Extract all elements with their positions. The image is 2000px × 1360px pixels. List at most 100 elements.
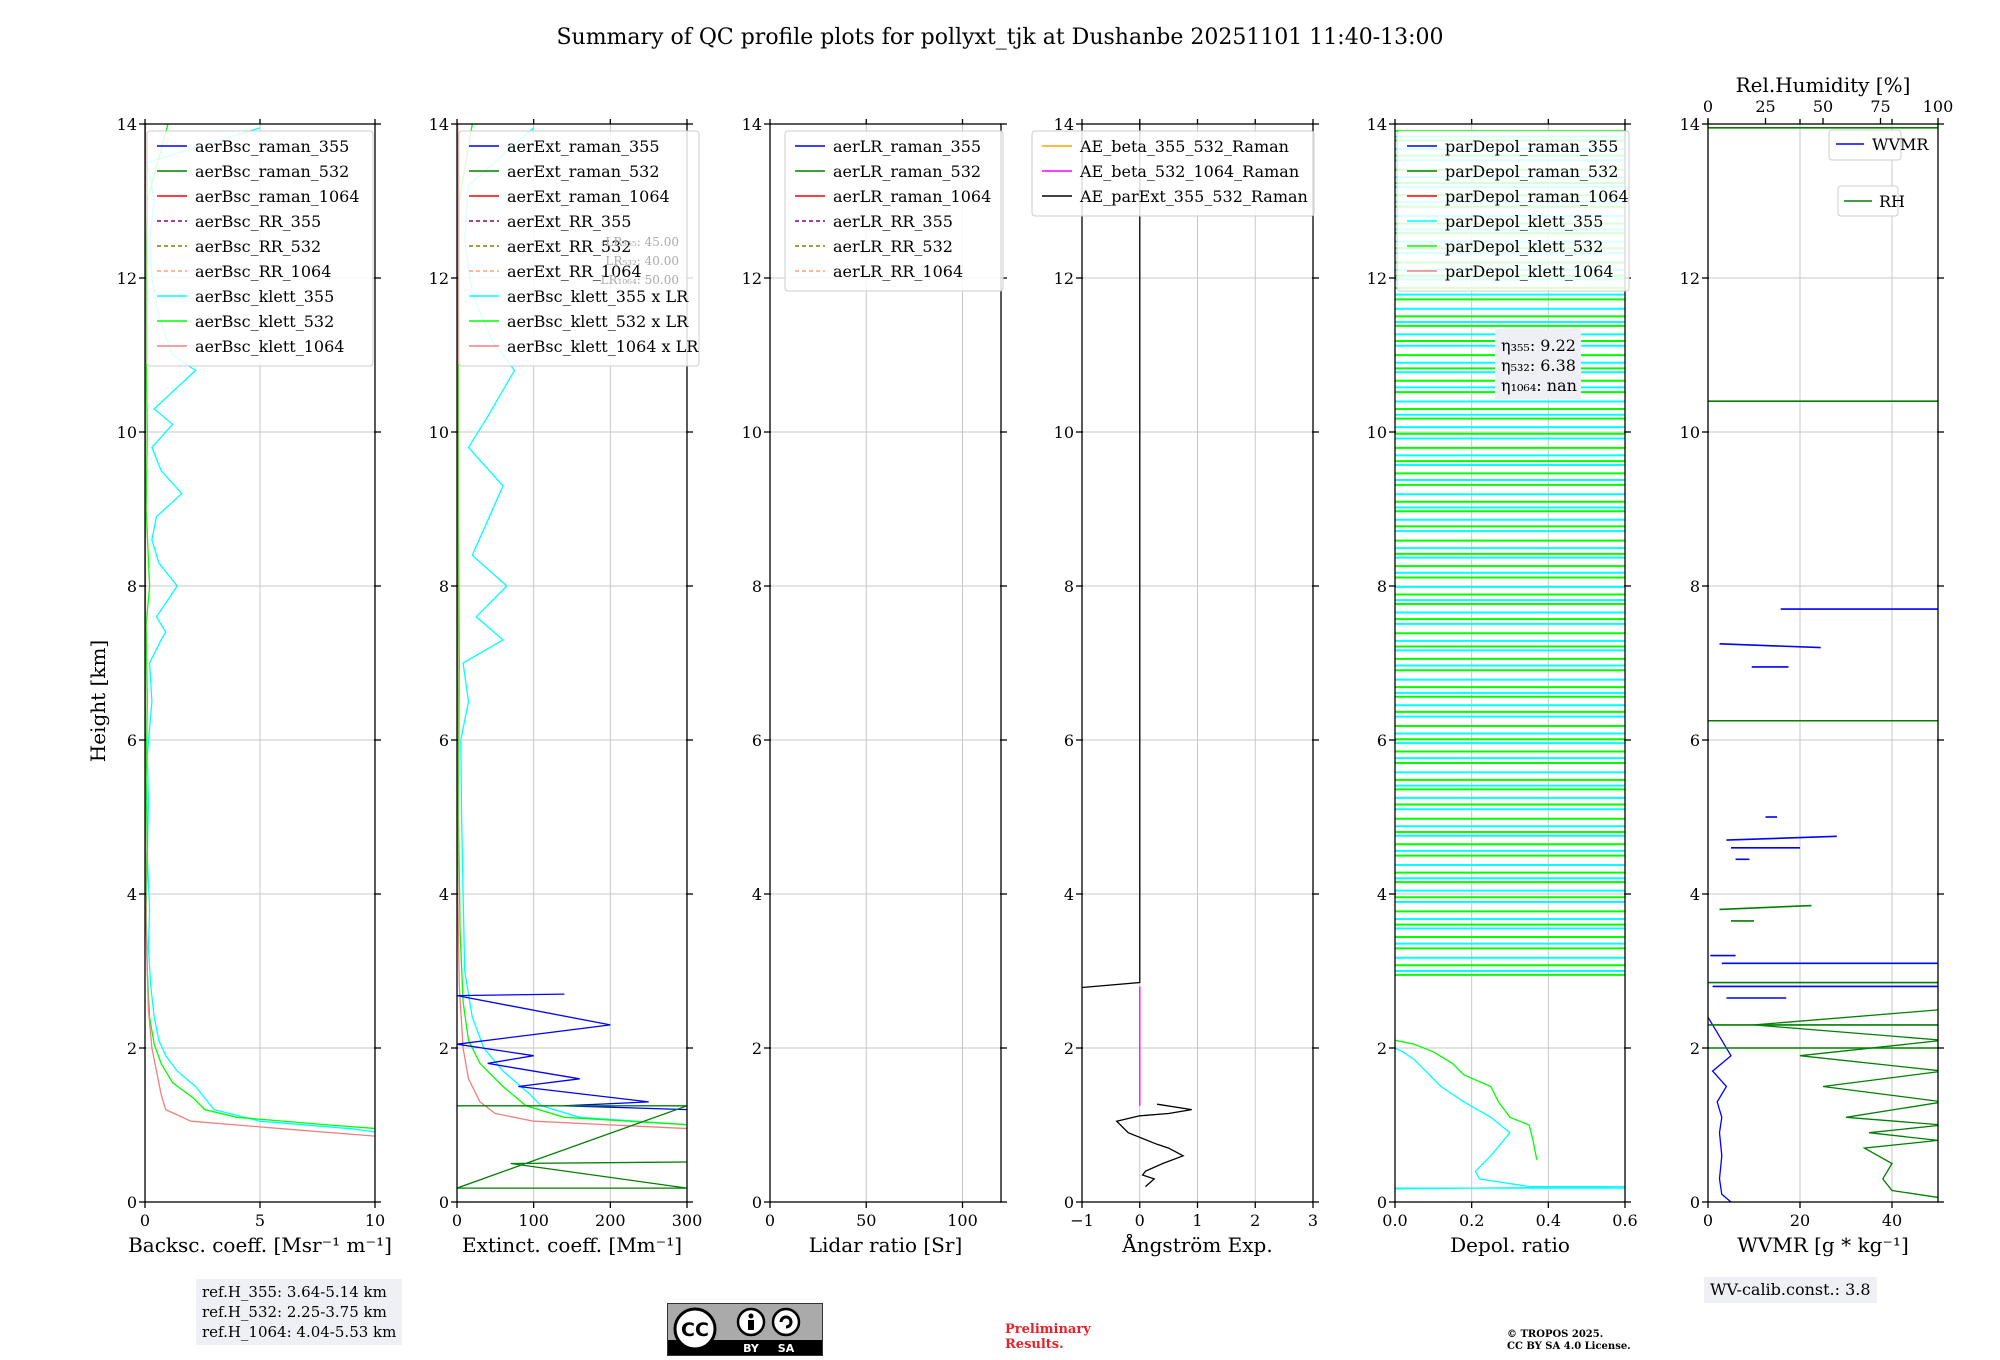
eta-label: η₅₃₂: 6.38 bbox=[1501, 356, 1576, 375]
copyright-note: © TROPOS 2025. CC BY SA 4.0 License. bbox=[1507, 1329, 1631, 1353]
legend-label: AE_beta_532_1064_Raman bbox=[1079, 162, 1299, 181]
legend-label: aerExt_RR_532 bbox=[507, 237, 631, 256]
legend-label: aerBsc_raman_355 bbox=[195, 137, 349, 156]
y-tick-label: 14 bbox=[742, 115, 762, 134]
y-tick-label: 14 bbox=[117, 115, 137, 134]
legend-label: AE_parExt_355_532_Raman bbox=[1079, 187, 1308, 206]
legend-label: aerLR_RR_355 bbox=[833, 212, 953, 231]
series-aerbsc-klett-532 bbox=[145, 124, 375, 1130]
series-ae-parext-355-532-raman-lower- bbox=[1115, 1103, 1192, 1188]
series-aerbsc-klett-1064-x-lr bbox=[457, 124, 687, 1130]
preliminary-line-2: Results. bbox=[1005, 1337, 1064, 1352]
sa-share-icon bbox=[771, 1307, 801, 1337]
y-tick-label: 0 bbox=[1377, 1193, 1387, 1212]
top-axis-label: Rel.Humidity [%] bbox=[1736, 73, 1911, 97]
x-tick-label: 1 bbox=[1192, 1211, 1202, 1230]
y-tick-label: 6 bbox=[439, 731, 449, 750]
x-tick-label: 200 bbox=[595, 1211, 626, 1230]
x-tick-label: 20 bbox=[1790, 1211, 1810, 1230]
y-tick-label: 2 bbox=[1064, 1039, 1074, 1058]
legend-box bbox=[458, 130, 700, 367]
rh-segment bbox=[1719, 904, 1812, 911]
legend-label: aerExt_raman_355 bbox=[507, 137, 660, 156]
eta-label: η₁₀₆₄: nan bbox=[1501, 376, 1577, 395]
y-tick-label: 0 bbox=[439, 1193, 449, 1212]
x-tick-label: 5 bbox=[255, 1211, 265, 1230]
legend-label: RH bbox=[1879, 192, 1905, 211]
y-tick-label: 0 bbox=[127, 1193, 137, 1212]
ref-height-355: ref.H_355: 3.64-5.14 km bbox=[202, 1283, 387, 1301]
y-tick-label: 10 bbox=[1367, 423, 1387, 442]
legend-box bbox=[784, 130, 1004, 292]
legend-label: aerBsc_klett_532 bbox=[195, 312, 334, 331]
y-tick-label: 2 bbox=[1377, 1039, 1387, 1058]
legend-label: aerExt_raman_1064 bbox=[507, 187, 670, 206]
y-tick-label: 4 bbox=[752, 885, 762, 904]
x-tick-label: −1 bbox=[1070, 1211, 1094, 1230]
y-axis-label: Height [km] bbox=[86, 640, 110, 762]
y-tick-label: 12 bbox=[1680, 269, 1700, 288]
axes-frame bbox=[769, 123, 1002, 1203]
legend-box bbox=[146, 130, 374, 367]
y-tick-label: 10 bbox=[117, 423, 137, 442]
axes-frame bbox=[456, 123, 688, 1203]
x-tick-label: 10 bbox=[365, 1211, 385, 1230]
y-tick-label: 4 bbox=[127, 885, 137, 904]
data-wv bbox=[1708, 127, 1938, 1202]
preliminary-line-1: Preliminary bbox=[1005, 1322, 1091, 1337]
series-pardepol-klett-532 bbox=[1395, 1039, 1538, 1160]
legend-label: aerBsc_RR_532 bbox=[195, 237, 321, 256]
wv-calibration-constant: WV-calib.const.: 3.8 bbox=[1710, 1280, 1871, 1299]
legend-label: aerBsc_raman_1064 bbox=[195, 187, 360, 206]
x-tick-label: 2 bbox=[1250, 1211, 1260, 1230]
x-axis-label: WVMR [g * kg⁻¹] bbox=[1737, 1233, 1909, 1257]
copyright-line-1: © TROPOS 2025. bbox=[1507, 1329, 1604, 1340]
legend-label: aerExt_RR_355 bbox=[507, 212, 631, 231]
y-tick-label: 8 bbox=[439, 577, 449, 596]
y-tick-label: 8 bbox=[1690, 577, 1700, 596]
x-axis-label: Lidar ratio [Sr] bbox=[809, 1233, 963, 1257]
eta-label: η₃₅₅: 9.22 bbox=[1501, 336, 1576, 355]
y-tick-label: 4 bbox=[1064, 885, 1074, 904]
x-tick-label: 0 bbox=[765, 1211, 775, 1230]
series-pardepol-klett-355 bbox=[1395, 1047, 1625, 1190]
legend-label: aerLR_RR_532 bbox=[833, 237, 953, 256]
y-tick-label: 4 bbox=[1377, 885, 1387, 904]
legend-label: WVMR bbox=[1872, 135, 1929, 154]
y-tick-label: 12 bbox=[429, 269, 449, 288]
legend-label: aerBsc_klett_355 bbox=[195, 287, 334, 306]
x-tick-label: 0 bbox=[140, 1211, 150, 1230]
legend-label: aerBsc_klett_355 x LR bbox=[507, 287, 689, 306]
lr-annotation: LR₃₅₅: 45.00 bbox=[605, 235, 679, 249]
legend-label: aerBsc_klett_532 x LR bbox=[507, 312, 689, 331]
y-tick-label: 12 bbox=[1367, 269, 1387, 288]
series-aerext-raman-355 bbox=[457, 993, 687, 1111]
legend-box bbox=[1396, 130, 1630, 292]
by-label: BY bbox=[743, 1342, 760, 1355]
ref-height-1064: ref.H_1064: 4.04-5.53 km bbox=[202, 1323, 397, 1341]
y-tick-label: 2 bbox=[127, 1039, 137, 1058]
cc-logo-graphic: CC BY SA bbox=[668, 1307, 822, 1355]
top-x-tick-label: 75 bbox=[1870, 97, 1890, 116]
legend-box bbox=[1828, 129, 1902, 161]
series-aerbsc-klett-532-x-lr bbox=[457, 124, 687, 1126]
series-ae-parext-355-532-raman bbox=[1082, 124, 1141, 989]
panel-lr: 0 2 4 6 8 10 12 14 0 50 100 Lidar ratio [Sr] aerLR_r… bbox=[742, 115, 1007, 1257]
legend-label: aerBsc_RR_1064 bbox=[195, 262, 331, 281]
cc-text: CC bbox=[681, 1319, 709, 1341]
legend-label: parDepol_klett_532 bbox=[1445, 237, 1603, 256]
legend-label: aerBsc_RR_355 bbox=[195, 212, 321, 231]
legend-label: parDepol_raman_355 bbox=[1445, 137, 1618, 156]
y-tick-label: 10 bbox=[742, 423, 762, 442]
top-x-tick-label: 50 bbox=[1813, 97, 1833, 116]
x-axis-label: Extinct. coeff. [Mm⁻¹] bbox=[462, 1233, 682, 1257]
legend-label: parDepol_klett_1064 bbox=[1445, 262, 1614, 281]
x-axis-label: Backsc. coeff. [Msr⁻¹ m⁻¹] bbox=[128, 1233, 392, 1257]
wvmr-segment bbox=[1719, 643, 1821, 649]
x-axis-label: Depol. ratio bbox=[1450, 1233, 1570, 1257]
y-tick-label: 14 bbox=[1054, 115, 1074, 134]
y-tick-label: 6 bbox=[1690, 731, 1700, 750]
